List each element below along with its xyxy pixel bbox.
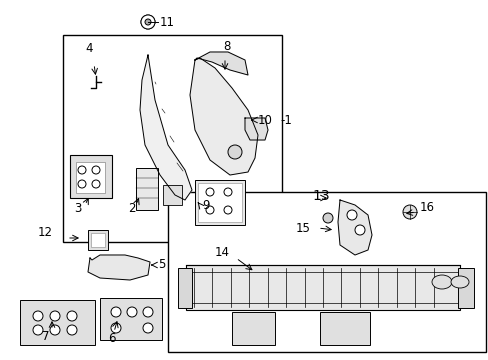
Polygon shape (195, 52, 247, 75)
Text: 8: 8 (223, 40, 230, 53)
Bar (91, 233, 105, 247)
Ellipse shape (323, 213, 332, 223)
Ellipse shape (111, 323, 121, 333)
Bar (195, 180, 244, 225)
Text: 16: 16 (419, 201, 434, 213)
Text: 13: 13 (311, 189, 329, 203)
Polygon shape (244, 118, 267, 140)
Bar (198, 183, 242, 222)
Text: 4: 4 (85, 41, 92, 54)
Ellipse shape (354, 225, 364, 235)
Ellipse shape (33, 325, 43, 335)
Bar (76, 162, 105, 193)
Ellipse shape (111, 307, 121, 317)
Text: 14: 14 (215, 246, 229, 258)
Ellipse shape (145, 19, 151, 25)
Bar (100, 298, 162, 340)
Text: 5: 5 (158, 258, 165, 271)
Text: 7: 7 (42, 329, 49, 342)
Ellipse shape (33, 311, 43, 321)
Bar (20, 300, 95, 345)
Text: 3: 3 (74, 202, 81, 215)
Polygon shape (337, 200, 371, 255)
Text: 6: 6 (108, 332, 115, 345)
Bar (185, 265, 459, 310)
Bar (163, 185, 182, 205)
Ellipse shape (145, 19, 151, 25)
Ellipse shape (127, 307, 137, 317)
Polygon shape (88, 255, 150, 280)
Bar (457, 268, 473, 308)
Text: 10: 10 (258, 113, 272, 126)
Bar (231, 312, 274, 345)
Ellipse shape (402, 205, 416, 219)
Text: 15: 15 (295, 221, 310, 234)
Ellipse shape (431, 275, 451, 289)
Bar (319, 312, 369, 345)
Ellipse shape (50, 325, 60, 335)
Ellipse shape (142, 323, 153, 333)
Ellipse shape (227, 145, 242, 159)
Ellipse shape (141, 15, 155, 29)
Bar (63, 35, 282, 242)
Ellipse shape (50, 311, 60, 321)
Ellipse shape (141, 15, 155, 29)
Bar (136, 168, 158, 210)
Text: 11: 11 (160, 15, 175, 28)
Text: 12: 12 (38, 225, 53, 239)
Bar (178, 268, 192, 308)
Ellipse shape (346, 210, 356, 220)
Text: 2: 2 (128, 202, 135, 215)
Bar (88, 230, 108, 250)
Polygon shape (140, 55, 192, 200)
Ellipse shape (142, 307, 153, 317)
Polygon shape (190, 58, 258, 175)
Text: -1: -1 (280, 113, 291, 126)
Ellipse shape (67, 325, 77, 335)
Bar (168, 192, 485, 352)
Bar (70, 155, 112, 198)
Text: 9: 9 (202, 198, 209, 212)
Ellipse shape (67, 311, 77, 321)
Ellipse shape (450, 276, 468, 288)
